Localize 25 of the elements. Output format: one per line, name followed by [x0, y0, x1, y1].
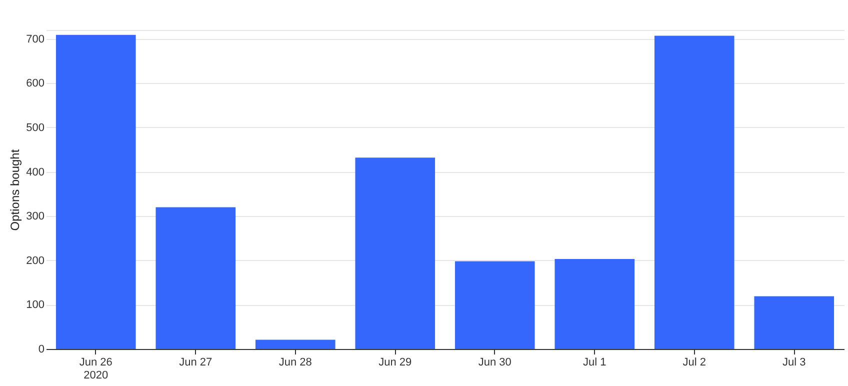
x-tick-label: Jul 1 — [583, 356, 606, 368]
y-tick-label: 700 — [26, 33, 44, 46]
x-tick-label: Jul 3 — [782, 356, 806, 368]
bar — [355, 158, 436, 349]
bar — [754, 296, 834, 349]
bar — [156, 207, 236, 349]
x-tick-label: Jun 29 — [378, 356, 412, 368]
x-tick-label: Jun 26 2020 — [79, 356, 112, 382]
y-tick-label: 600 — [26, 78, 44, 90]
y-axis-title: Options bought — [8, 148, 22, 231]
y-tick-label: 200 — [26, 254, 44, 267]
y-tick-label: 100 — [26, 299, 44, 312]
y-tick-label: 400 — [26, 166, 44, 178]
bar — [554, 259, 635, 349]
bar — [654, 36, 734, 349]
y-tick-label: 300 — [26, 210, 44, 223]
x-tick-label: Jun 28 — [278, 356, 312, 368]
x-tick-label: Jun 27 — [179, 356, 212, 368]
x-tick-label: Jul 2 — [682, 356, 706, 368]
y-tick-label: 0 — [38, 344, 44, 356]
bar — [454, 261, 535, 349]
bar — [255, 340, 336, 349]
y-tick-label: 500 — [26, 122, 44, 134]
bar — [56, 34, 136, 349]
x-tick-label: Jun 30 — [478, 356, 512, 368]
